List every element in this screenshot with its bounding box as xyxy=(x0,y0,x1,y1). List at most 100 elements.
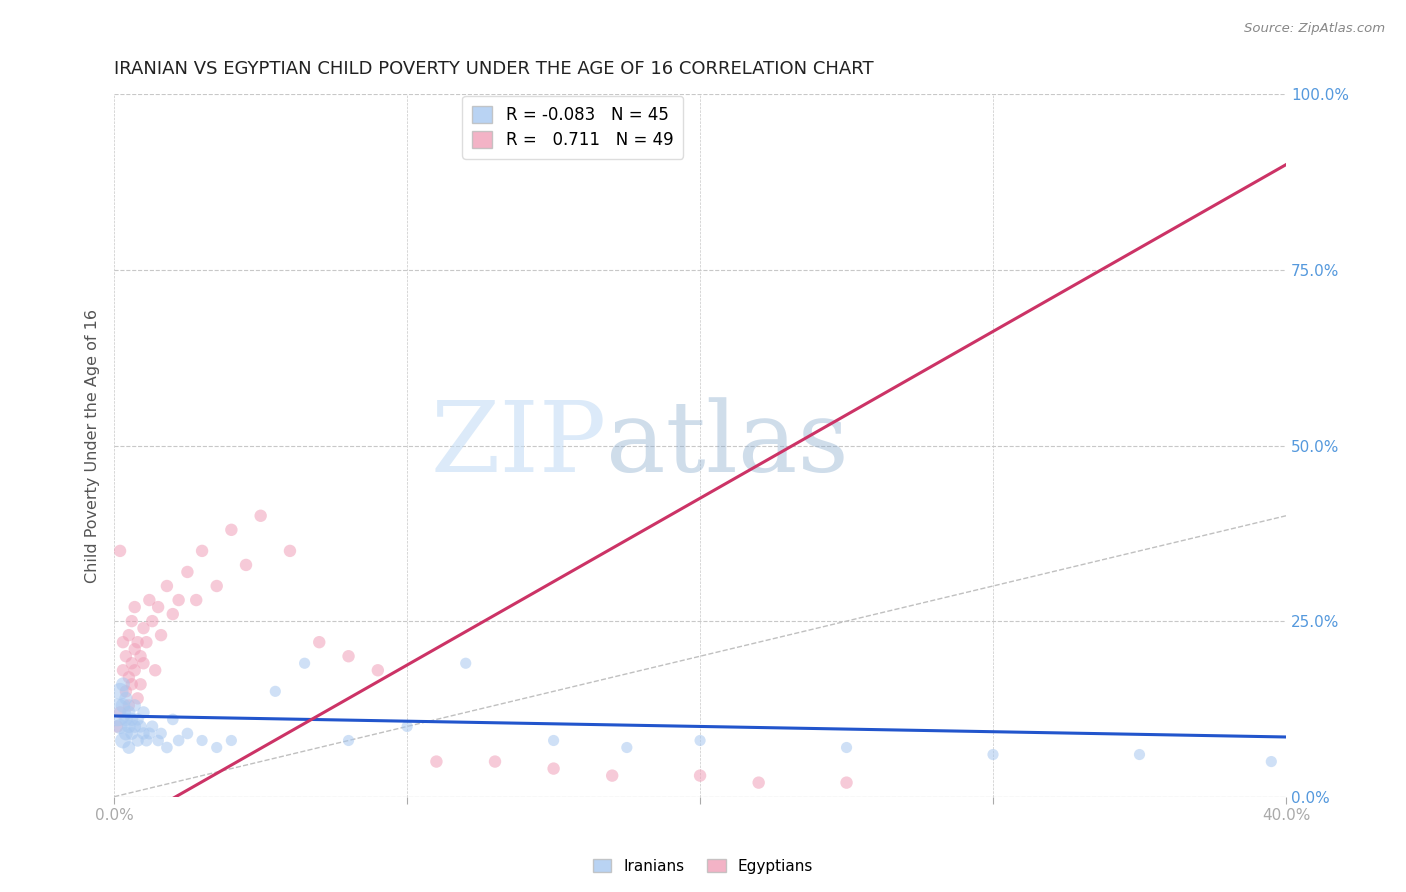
Point xyxy=(115,649,138,664)
Point xyxy=(1260,755,1282,769)
Point xyxy=(146,733,169,747)
Point xyxy=(108,684,131,698)
Point xyxy=(191,544,214,558)
Point xyxy=(108,719,131,733)
Point xyxy=(294,657,316,671)
Point xyxy=(138,593,160,607)
Point xyxy=(235,558,257,572)
Point xyxy=(146,600,169,615)
Point xyxy=(835,740,858,755)
Point xyxy=(132,706,155,720)
Point xyxy=(162,607,184,621)
Point xyxy=(121,614,143,628)
Point xyxy=(484,755,506,769)
Point xyxy=(337,649,360,664)
Point xyxy=(127,691,149,706)
Point xyxy=(689,769,711,783)
Point xyxy=(118,670,141,684)
Point xyxy=(205,740,228,755)
Point xyxy=(124,698,146,713)
Point xyxy=(689,733,711,747)
Point xyxy=(138,726,160,740)
Point xyxy=(1128,747,1150,762)
Point xyxy=(135,635,157,649)
Point xyxy=(129,677,152,691)
Legend: R = -0.083   N = 45, R =   0.711   N = 49: R = -0.083 N = 45, R = 0.711 N = 49 xyxy=(463,95,683,159)
Point xyxy=(748,775,770,789)
Point xyxy=(115,726,138,740)
Point xyxy=(835,775,858,789)
Point xyxy=(205,579,228,593)
Point xyxy=(191,733,214,747)
Point xyxy=(156,579,179,593)
Text: IRANIAN VS EGYPTIAN CHILD POVERTY UNDER THE AGE OF 16 CORRELATION CHART: IRANIAN VS EGYPTIAN CHILD POVERTY UNDER … xyxy=(114,60,873,78)
Point xyxy=(132,657,155,671)
Point xyxy=(124,600,146,615)
Point xyxy=(124,663,146,677)
Point xyxy=(150,726,173,740)
Point xyxy=(600,769,623,783)
Point xyxy=(337,733,360,747)
Point xyxy=(111,635,134,649)
Point xyxy=(396,719,419,733)
Point xyxy=(162,713,184,727)
Point xyxy=(167,733,190,747)
Point xyxy=(108,706,131,720)
Point xyxy=(105,706,128,720)
Point xyxy=(278,544,301,558)
Point xyxy=(308,635,330,649)
Y-axis label: Child Poverty Under the Age of 16: Child Poverty Under the Age of 16 xyxy=(86,309,100,582)
Point xyxy=(249,508,271,523)
Point xyxy=(124,719,146,733)
Point xyxy=(129,649,152,664)
Point xyxy=(143,663,166,677)
Point xyxy=(111,733,134,747)
Point xyxy=(105,719,128,733)
Point xyxy=(118,706,141,720)
Point xyxy=(121,726,143,740)
Point xyxy=(141,719,163,733)
Point xyxy=(141,614,163,628)
Point xyxy=(129,719,152,733)
Point xyxy=(127,635,149,649)
Text: ZIP: ZIP xyxy=(430,398,606,493)
Point xyxy=(121,713,143,727)
Point xyxy=(132,726,155,740)
Point xyxy=(454,657,477,671)
Point xyxy=(127,733,149,747)
Point xyxy=(121,657,143,671)
Point xyxy=(115,691,138,706)
Point xyxy=(176,565,198,579)
Point xyxy=(543,733,565,747)
Point xyxy=(135,733,157,747)
Point xyxy=(264,684,287,698)
Point xyxy=(176,726,198,740)
Text: atlas: atlas xyxy=(606,398,849,493)
Point xyxy=(124,642,146,657)
Point xyxy=(150,628,173,642)
Point xyxy=(108,544,131,558)
Point xyxy=(156,740,179,755)
Point xyxy=(118,698,141,713)
Point xyxy=(118,740,141,755)
Point xyxy=(121,677,143,691)
Point xyxy=(367,663,389,677)
Point xyxy=(221,733,243,747)
Point xyxy=(118,719,141,733)
Point xyxy=(543,762,565,776)
Point xyxy=(616,740,638,755)
Legend: Iranians, Egyptians: Iranians, Egyptians xyxy=(586,853,820,880)
Point xyxy=(132,621,155,635)
Point xyxy=(115,713,138,727)
Point xyxy=(118,628,141,642)
Point xyxy=(186,593,208,607)
Point xyxy=(425,755,447,769)
Point xyxy=(167,593,190,607)
Point xyxy=(111,677,134,691)
Point xyxy=(111,698,134,713)
Point xyxy=(127,713,149,727)
Point xyxy=(981,747,1004,762)
Point xyxy=(221,523,243,537)
Text: Source: ZipAtlas.com: Source: ZipAtlas.com xyxy=(1244,22,1385,36)
Point xyxy=(115,684,138,698)
